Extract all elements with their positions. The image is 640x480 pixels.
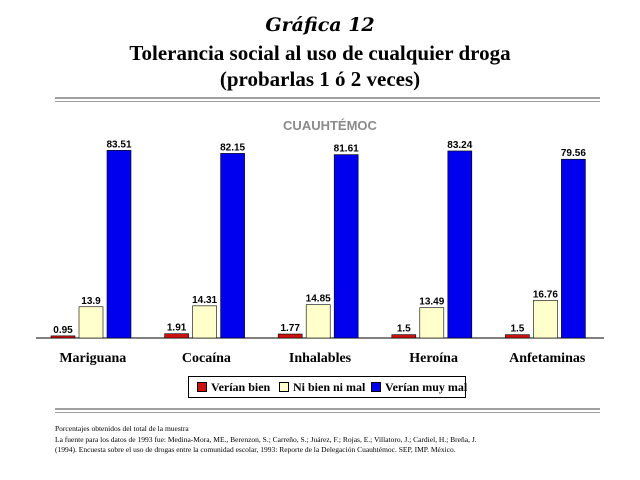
bar — [391, 334, 417, 339]
bar — [192, 305, 217, 339]
data-label: 82.15 — [220, 142, 245, 153]
data-label: 1.5 — [397, 324, 411, 335]
category-label: Anfetaminas — [509, 351, 586, 366]
bar — [305, 304, 331, 339]
data-label: 16.76 — [533, 289, 558, 300]
note-line-1: Porcentajes obtenidos del total de la mu… — [55, 424, 189, 433]
category-label: Mariguana — [59, 351, 126, 366]
data-label: 13.49 — [419, 297, 444, 308]
category-label: Inhalables — [289, 351, 352, 366]
bar — [78, 306, 104, 339]
data-label: 81.61 — [334, 144, 359, 155]
bottom-divider — [55, 408, 600, 410]
title-line-2: (probarlas 1 ó 2 veces) — [219, 67, 421, 91]
data-label: 83.24 — [447, 140, 472, 151]
bottom-divider-thin — [55, 412, 600, 413]
legend-swatch-yellow — [279, 382, 289, 392]
data-label: 14.31 — [192, 295, 217, 306]
note-line-3: (1994). Encuesta sobre el uso de drogas … — [55, 445, 456, 454]
bar — [505, 334, 530, 339]
source-notes: Porcentajes obtenidos del total de la mu… — [55, 424, 615, 456]
top-divider-thin — [55, 101, 600, 102]
chart-title: CUAUHTÉMOC — [283, 118, 377, 133]
legend-label: Verían bien — [211, 380, 271, 394]
legend-swatch-red — [197, 382, 207, 392]
title-line-1: Tolerancia social al uso de cualquier dr… — [129, 41, 511, 65]
chart-number: Gráfica 12 — [265, 14, 375, 36]
data-label: 0.95 — [53, 325, 73, 336]
bar — [106, 150, 132, 339]
data-label: 1.77 — [280, 323, 300, 334]
bar — [333, 154, 359, 339]
data-label: 83.51 — [106, 139, 131, 150]
data-label: 79.56 — [561, 148, 586, 159]
page-title: Tolerancia social al uso de cualquier dr… — [0, 40, 640, 92]
data-label: 13.9 — [81, 296, 101, 307]
bar — [447, 150, 473, 339]
data-label: 14.85 — [306, 294, 331, 305]
bar — [220, 153, 245, 339]
bar — [277, 333, 303, 339]
legend: Verían bien Ni bien ni mal Verían muy ma… — [188, 376, 468, 398]
bar — [419, 307, 445, 339]
bar — [50, 335, 76, 339]
bar — [561, 158, 586, 339]
legend-label: Verían muy mal — [385, 380, 468, 394]
bar — [533, 300, 558, 339]
note-line-2: La fuente para los datos de 1993 fue: Me… — [55, 434, 477, 444]
legend-swatch-blue — [371, 382, 381, 392]
data-label: 1.91 — [167, 323, 187, 334]
bar — [164, 333, 189, 339]
legend-label: Ni bien ni mal — [293, 380, 366, 394]
category-label: Heroína — [409, 351, 458, 366]
category-label: Cocaína — [182, 351, 231, 366]
data-label: 1.5 — [510, 324, 524, 335]
top-divider — [55, 97, 600, 99]
